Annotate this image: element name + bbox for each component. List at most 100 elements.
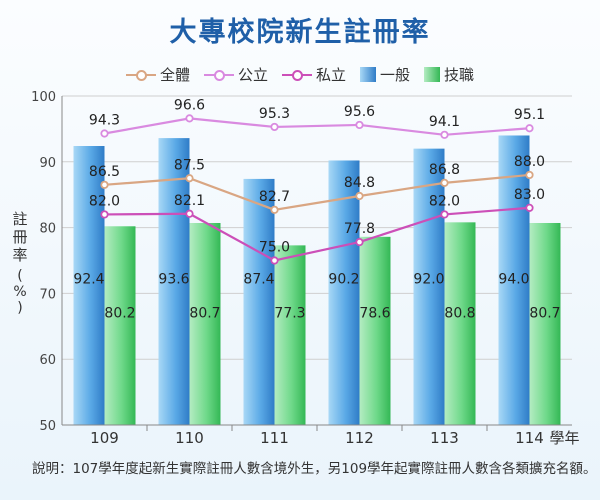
y-tick-label: 70 (39, 287, 56, 302)
y-axis-unit-char: ( (17, 268, 23, 284)
chart-legend: 全體 公立 私立 一般 技職 (0, 64, 600, 85)
line-point-私立 (525, 203, 534, 212)
line-point-全體 (185, 174, 194, 183)
y-tick-label: 50 (39, 419, 56, 434)
line-data-label: 82.0 (429, 193, 460, 209)
x-tick-label: 112 (345, 429, 374, 447)
y-tick-label: 90 (39, 156, 56, 171)
line-point-公立 (100, 129, 109, 138)
bar-一般-110 (158, 138, 190, 425)
bar-data-label: 92.0 (413, 272, 444, 288)
bar-一般-114 (498, 135, 530, 426)
line-point-全體 (270, 205, 279, 214)
bar-data-label: 93.6 (158, 272, 189, 288)
line-point-私立 (100, 210, 109, 219)
line-data-label: 95.1 (514, 107, 545, 123)
line-data-label: 87.5 (174, 157, 205, 173)
bar-data-label: 80.7 (189, 306, 220, 322)
legend-label: 公立 (237, 66, 268, 84)
legend-item-1: 公立 (203, 64, 268, 85)
legend-swatch (360, 67, 376, 82)
y-axis-label: 註 冊 率 (10, 210, 30, 264)
legend-swatch (125, 68, 156, 82)
bar-data-label: 87.4 (243, 272, 274, 288)
bar-data-label: 78.6 (359, 306, 390, 322)
line-series-私立 (104, 206, 530, 262)
y-axis-unit-char: ) (17, 300, 23, 316)
x-tick-label: 111 (260, 429, 289, 447)
bar-技職-111 (274, 245, 306, 425)
legend-label: 全體 (159, 66, 190, 84)
line-point-公立 (270, 122, 279, 132)
line-data-label: 77.8 (344, 221, 375, 237)
x-tick-label: 113 (430, 429, 459, 447)
line-data-label: 96.6 (174, 97, 205, 113)
bar-一般-109 (73, 146, 105, 425)
x-tick-label: 114 (515, 429, 544, 447)
line-series-全體 (104, 173, 530, 211)
legend-label: 技職 (444, 66, 475, 84)
legend-swatch (203, 68, 234, 82)
bar-data-label: 90.2 (328, 272, 359, 288)
bar-data-label: 80.8 (444, 306, 475, 322)
line-data-label: 86.5 (89, 164, 120, 180)
line-data-label: 94.3 (89, 113, 120, 129)
x-tick-label: 110 (175, 429, 204, 447)
line-point-私立 (355, 237, 364, 247)
bar-技職-110 (189, 222, 221, 425)
y-tick-label: 100 (31, 90, 56, 105)
bar-一般-111 (243, 178, 275, 425)
line-point-私立 (270, 256, 279, 265)
bar-技職-113 (444, 222, 476, 425)
x-tick-label: 109 (90, 429, 119, 447)
bar-技職-109 (104, 226, 136, 425)
x-axis-unit: 學年 (550, 429, 580, 447)
legend-swatch (424, 67, 441, 82)
line-data-label: 82.7 (259, 189, 290, 205)
y-axis-unit-char: % (13, 284, 27, 300)
bar-data-label: 80.2 (104, 306, 135, 322)
bar-data-label: 94.0 (498, 272, 529, 288)
line-series-公立 (104, 117, 530, 136)
legend-item-0: 全體 (125, 64, 190, 85)
line-data-label: 88.0 (514, 154, 545, 170)
line-point-公立 (355, 120, 364, 130)
y-axis-label-char: 冊 (12, 228, 28, 246)
bar-技職-114 (529, 222, 561, 425)
legend-swatch (281, 68, 312, 82)
bar-data-label: 80.7 (529, 306, 560, 322)
legend-label: 一般 (380, 66, 411, 84)
bar-技職-112 (359, 236, 391, 425)
legend-label: 私立 (315, 66, 346, 84)
line-data-label: 84.8 (344, 175, 375, 191)
line-point-全體 (440, 178, 449, 187)
footnote: 說明：107學年度起新生實際註冊人數含境外生，另109學年起實際註冊人數含各類擴… (32, 461, 597, 477)
chart-title: 大專校院新生註冊率 (169, 17, 431, 48)
y-tick-label: 60 (39, 353, 56, 368)
line-data-label: 95.6 (344, 104, 375, 120)
y-axis-label-char: 率 (12, 246, 28, 264)
line-data-label: 95.3 (259, 106, 290, 122)
line-data-label: 83.0 (514, 187, 545, 203)
line-point-公立 (185, 114, 194, 123)
line-data-label: 75.0 (259, 240, 290, 256)
bar-data-label: 92.4 (73, 272, 104, 288)
line-point-公立 (525, 124, 534, 133)
line-data-label: 82.0 (89, 193, 120, 209)
bar-一般-113 (413, 148, 445, 425)
line-point-公立 (440, 130, 449, 139)
line-data-label: 82.1 (174, 193, 205, 209)
line-point-私立 (440, 210, 449, 219)
legend-item-2: 私立 (281, 64, 346, 85)
legend-item-3: 一般 (360, 64, 410, 85)
line-point-全體 (525, 170, 534, 180)
y-tick-label: 80 (39, 222, 56, 237)
bar-一般-112 (328, 160, 360, 425)
bar-data-label: 77.3 (274, 306, 305, 322)
line-point-全體 (355, 191, 364, 201)
line-point-私立 (185, 209, 194, 218)
legend-item-4: 技職 (424, 64, 474, 85)
y-axis-label-char: 註 (12, 210, 28, 228)
line-data-label: 94.1 (429, 114, 460, 130)
